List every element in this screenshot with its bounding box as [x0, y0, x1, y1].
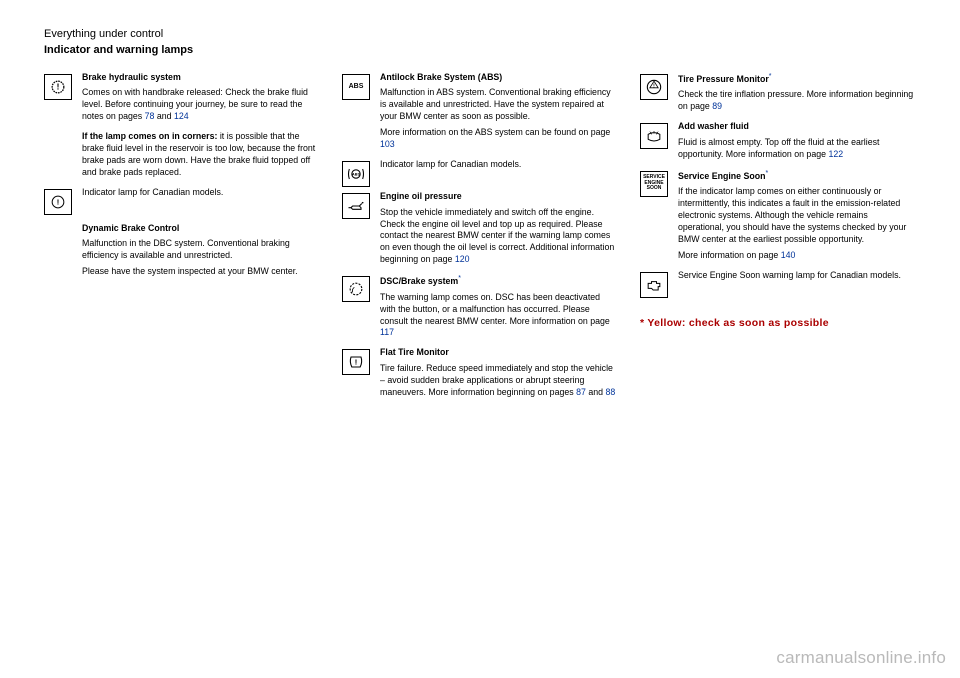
service-more: More information on page [678, 250, 781, 260]
brake-canada-text: Indicator lamp for Canadian models. [82, 187, 320, 199]
oil-body: Stop the vehicle immediately and switch … [380, 207, 614, 265]
brake-heading: Brake hydraulic system [82, 72, 181, 82]
item-brake-warn: If the lamp comes on in corners: it is p… [44, 131, 320, 183]
brake-link-78[interactable]: 78 [145, 111, 155, 121]
dbc-heading: Dynamic Brake Control [82, 223, 179, 233]
dsc-body: The warning lamp comes on. DSC has been … [380, 292, 610, 326]
service-body: If the indicator lamp comes on either co… [678, 186, 916, 245]
washer-body: Fluid is almost empty. Top off the fluid… [678, 137, 879, 159]
item-abs-canada: ABS Indicator lamp for Canadian models. [342, 159, 618, 187]
oil-icon [342, 193, 370, 219]
dbc-body: Malfunction in the DBC system. Conventio… [82, 238, 320, 262]
service-link[interactable]: 140 [781, 250, 796, 260]
oil-link[interactable]: 120 [455, 254, 470, 264]
abs-heading: Antilock Brake System (ABS) [380, 72, 502, 82]
brake-canada-icon: ! [44, 189, 72, 215]
tpm-heading: Flat Tire Monitor [380, 347, 449, 357]
abs-canada-text: Indicator lamp for Canadian models. [380, 159, 618, 171]
dsc-heading: DSC/Brake system [380, 276, 458, 286]
abs-body: Malfunction in ABS system. Conventional … [380, 87, 618, 123]
yellow-warning-heading: * Yellow: check as soon as possible [640, 316, 916, 330]
tpm-link-88[interactable]: 88 [605, 387, 615, 397]
engine-canada-icon [640, 272, 668, 298]
brake-icon: ! [44, 74, 72, 100]
service-sig: * [766, 170, 769, 177]
svg-text:!: ! [57, 197, 60, 206]
dbc-note: Please have the system inspected at your… [82, 266, 320, 278]
item-tpm: ! Flat Tire Monitor Tire failure. Reduce… [342, 347, 618, 403]
tpm2-link[interactable]: 89 [712, 101, 722, 111]
oil-heading: Engine oil pressure [380, 191, 462, 201]
item-tpm2: ! Tire Pressure Monitor* Check the tire … [640, 72, 916, 118]
flat-tire-icon: ! [342, 349, 370, 375]
item-dbc: Dynamic Brake Control Malfunction in the… [44, 223, 320, 283]
tpm-icon: ! [640, 74, 668, 100]
item-service-canada: Service Engine Soon warning lamp for Can… [640, 270, 916, 298]
item-brake-canada: ! Indicator lamp for Canadian models. [44, 187, 320, 215]
item-washer: Add washer fluid Fluid is almost empty. … [640, 121, 916, 165]
item-abs: ABS Antilock Brake System (ABS) Malfunct… [342, 72, 618, 155]
page-title: Indicator and warning lamps [44, 44, 916, 58]
item-dsc: DSC/Brake system* The warning lamp comes… [342, 274, 618, 343]
svg-text:!: ! [653, 83, 655, 89]
item-oil: Engine oil pressure Stop the vehicle imm… [342, 191, 618, 270]
brake-warn-head: If the lamp comes on in corners: [82, 131, 217, 141]
washer-icon [640, 123, 668, 149]
column-1: ! Brake hydraulic system Comes on with h… [44, 72, 320, 407]
washer-link[interactable]: 122 [828, 149, 843, 159]
content-columns: ! Brake hydraulic system Comes on with h… [44, 72, 916, 407]
service-engine-icon: SERVICEENGINESOON [640, 171, 668, 197]
service-heading: Service Engine Soon [678, 171, 766, 181]
svg-text:!: ! [57, 81, 60, 91]
section-heading: Everything under control [44, 28, 916, 42]
abs-link[interactable]: 103 [380, 139, 395, 149]
dsc-icon [342, 276, 370, 302]
brake-link-124[interactable]: 124 [174, 111, 189, 121]
dsc-link[interactable]: 117 [380, 327, 394, 337]
item-brake: ! Brake hydraulic system Comes on with h… [44, 72, 320, 128]
svg-text:!: ! [355, 358, 358, 367]
dsc-sig: * [458, 275, 461, 282]
tpm2-sig: * [769, 73, 772, 80]
item-service: SERVICEENGINESOON Service Engine Soon* I… [640, 169, 916, 266]
column-3: ! Tire Pressure Monitor* Check the tire … [640, 72, 916, 407]
column-2: ABS Antilock Brake System (ABS) Malfunct… [342, 72, 618, 407]
brake-and: and [154, 111, 174, 121]
watermark: carmanualsonline.info [776, 648, 946, 668]
abs-canada-icon: ABS [342, 161, 370, 187]
svg-text:ABS: ABS [352, 172, 360, 176]
tpm-and: and [586, 387, 606, 397]
abs-icon: ABS [342, 74, 370, 100]
brake-body: Comes on with handbrake released: Check … [82, 87, 308, 121]
tpm-link-87[interactable]: 87 [576, 387, 586, 397]
service-canada-text: Service Engine Soon warning lamp for Can… [678, 270, 916, 282]
abs-more: More information on the ABS system can b… [380, 127, 610, 137]
tpm2-heading: Tire Pressure Monitor [678, 73, 769, 83]
washer-heading: Add washer fluid [678, 121, 749, 131]
